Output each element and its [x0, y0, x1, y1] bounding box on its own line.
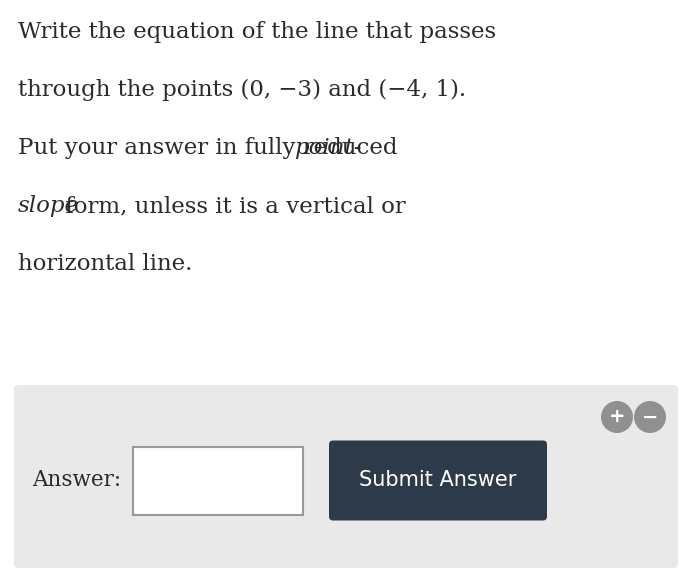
Circle shape	[601, 401, 633, 433]
Text: form, unless it is a vertical or: form, unless it is a vertical or	[59, 195, 406, 217]
Text: Put your answer in fully reduced: Put your answer in fully reduced	[18, 137, 405, 159]
Text: Write the equation of the line that passes: Write the equation of the line that pass…	[18, 21, 496, 43]
FancyBboxPatch shape	[329, 440, 547, 521]
Text: −: −	[641, 407, 658, 427]
Text: Answer:: Answer:	[32, 469, 121, 492]
Text: horizontal line.: horizontal line.	[18, 253, 192, 275]
Text: +: +	[609, 407, 626, 427]
FancyBboxPatch shape	[14, 385, 678, 568]
Text: slope: slope	[18, 195, 79, 217]
FancyBboxPatch shape	[133, 447, 303, 514]
Text: Submit Answer: Submit Answer	[359, 471, 517, 490]
Circle shape	[634, 401, 666, 433]
Text: through the points (0, −3) and (−4, 1).: through the points (0, −3) and (−4, 1).	[18, 79, 466, 101]
Text: point-: point-	[293, 137, 361, 159]
